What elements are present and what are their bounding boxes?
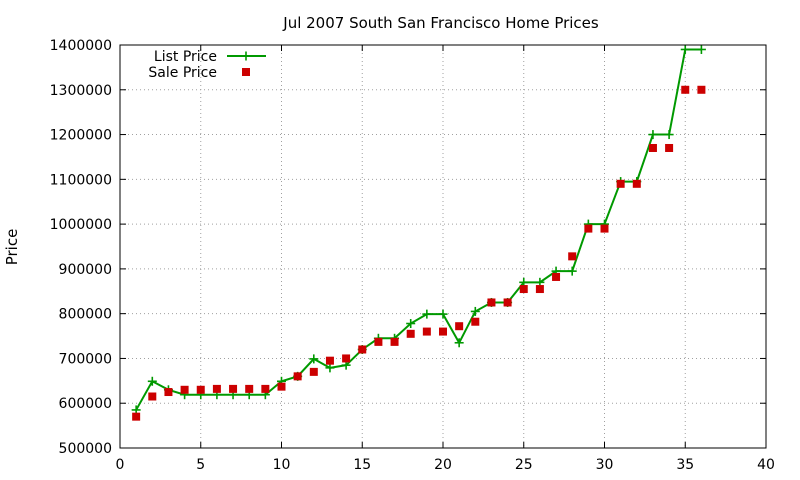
data-point — [648, 143, 657, 152]
data-point — [293, 372, 302, 381]
data-point — [567, 266, 577, 276]
data-point — [148, 392, 157, 401]
legend-swatch — [242, 68, 250, 76]
data-point — [471, 317, 480, 326]
data-point — [519, 285, 528, 294]
data-point — [681, 85, 690, 94]
data-point — [616, 179, 625, 188]
data-point — [374, 337, 383, 346]
data-point — [600, 224, 609, 233]
x-tick-label: 35 — [676, 457, 694, 473]
y-tick-label: 1200000 — [50, 128, 112, 144]
data-point — [132, 412, 141, 421]
data-point — [503, 298, 512, 307]
data-point — [309, 367, 318, 376]
plot-area — [131, 44, 706, 421]
data-point — [422, 309, 432, 319]
data-point — [584, 224, 593, 233]
x-tick-label: 5 — [196, 457, 205, 473]
data-point — [212, 384, 221, 393]
y-tick-label: 700000 — [59, 351, 112, 367]
axes: 500000 600000 700000 800000 900000 1000000 110… — [50, 38, 775, 473]
data-point — [454, 338, 464, 348]
x-tick-label: 15 — [353, 457, 371, 473]
data-point — [535, 285, 544, 294]
data-point — [632, 179, 641, 188]
data-point — [422, 327, 431, 336]
y-axis-label: Price — [3, 229, 21, 266]
legend-marker — [241, 51, 251, 61]
data-point — [309, 354, 319, 364]
data-point — [390, 337, 399, 346]
data-point — [470, 306, 480, 316]
y-tick-label: 800000 — [59, 307, 112, 323]
y-tick-label: 500000 — [59, 441, 112, 457]
chart-title: Jul 2007 South San Francisco Home Prices — [282, 14, 599, 32]
plot-frame — [119, 44, 767, 449]
data-point — [648, 130, 658, 140]
y-tick-label: 1000000 — [50, 217, 112, 233]
x-tick-label: 25 — [515, 457, 533, 473]
data-point — [229, 384, 238, 393]
data-point — [147, 376, 157, 386]
data-point — [342, 354, 351, 363]
series-list-price — [131, 44, 706, 415]
legend-label: Sale Price — [148, 65, 217, 81]
x-tick-label: 0 — [116, 457, 125, 473]
data-point — [568, 252, 577, 261]
data-point — [487, 298, 496, 307]
data-point — [696, 44, 706, 54]
x-tick-label: 20 — [434, 457, 452, 473]
y-tick-label: 1400000 — [50, 38, 112, 54]
data-point — [325, 363, 335, 373]
x-tick-label: 10 — [273, 457, 291, 473]
legend-swatch — [227, 51, 266, 61]
y-tick-label: 600000 — [59, 396, 112, 412]
data-point — [455, 322, 464, 331]
y-tick-label: 1100000 — [50, 172, 112, 188]
data-point — [665, 143, 674, 152]
data-point — [406, 329, 415, 338]
data-point — [552, 272, 561, 281]
y-tick-label: 900000 — [59, 262, 112, 278]
data-point — [180, 385, 189, 394]
data-point — [406, 319, 416, 329]
data-point — [439, 327, 447, 336]
data-point — [277, 382, 286, 391]
series-sale-price — [132, 85, 706, 421]
data-point — [438, 309, 448, 319]
data-point — [196, 385, 205, 394]
x-tick-label: 30 — [596, 457, 614, 473]
data-point — [245, 384, 254, 393]
data-point — [664, 130, 674, 140]
data-point — [261, 384, 270, 393]
data-point — [325, 356, 334, 365]
series-line — [135, 48, 702, 411]
data-point — [697, 85, 706, 94]
data-point — [358, 345, 367, 354]
y-tick-label: 1300000 — [50, 83, 112, 99]
x-tick-label: 40 — [757, 457, 775, 473]
legend-label: List Price — [154, 49, 217, 65]
legend-marker — [242, 68, 250, 76]
data-point — [680, 44, 690, 54]
data-point — [164, 388, 173, 397]
